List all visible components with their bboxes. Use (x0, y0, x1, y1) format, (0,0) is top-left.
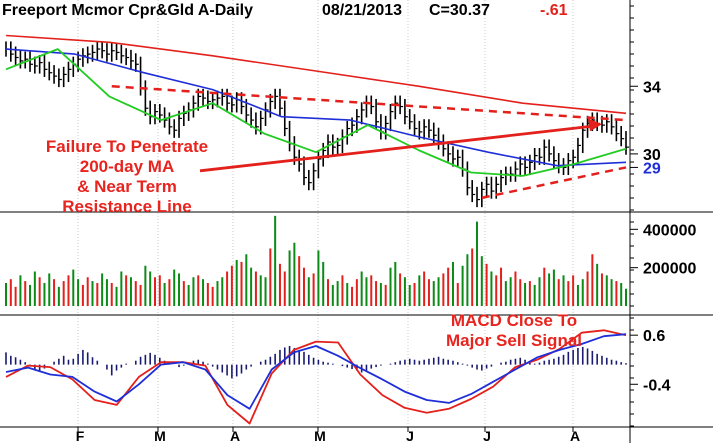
annotation-arrow-line (199, 124, 595, 173)
ma20-line (5, 48, 627, 177)
y-tick-label: 0.6 (643, 328, 665, 345)
macd-annotation-line: Major Sell Signal (445, 331, 583, 350)
volume-panel: 400000 200000 (5, 215, 696, 306)
ma50-line (5, 48, 627, 167)
x-tick-label: J (483, 428, 491, 443)
x-tick-label: J (406, 428, 414, 443)
resistance-trendline (111, 85, 627, 122)
y-tick-label: 200000 (643, 261, 696, 278)
annotation-arrow-head (587, 118, 602, 132)
y-tick-label: -0.4 (643, 377, 671, 394)
macd-panel: 0.6 -0.4 (5, 328, 671, 425)
chart-date: 08/21/2013 (322, 2, 403, 19)
x-tick-label: M (314, 428, 326, 443)
x-tick-label: F (76, 428, 85, 443)
y-tick-label: 400000 (643, 222, 696, 239)
support-trendline (481, 166, 627, 200)
chart-title: Freeport Mcmor Cpr&Gld A-Daily (2, 2, 253, 19)
failure-annotation-line: & Near Term (77, 177, 177, 196)
x-tick-label: M (154, 428, 166, 443)
macd-line (5, 333, 627, 410)
failure-annotation: Failure To Penetrate 200-day MA & Near T… (22, 137, 232, 217)
failure-annotation-line: 200-day MA (79, 157, 175, 176)
x-tick-label: A (230, 428, 240, 443)
grid (77, 0, 574, 427)
y-tick-label: 30 (643, 147, 661, 164)
close-price: C=30.37 (429, 2, 490, 19)
x-tick-label: A (570, 428, 580, 443)
failure-annotation-line: Resistance Line (62, 197, 192, 216)
y-tick-label: 34 (643, 79, 661, 96)
y-tick-label: 29 (643, 160, 661, 177)
macd-annotation-line: MACD Close To (450, 311, 578, 330)
macd-annotation: MACD Close To Major Sell Signal (424, 311, 604, 351)
ma200-line (5, 34, 627, 115)
price-change: -.61 (540, 2, 568, 19)
failure-annotation-line: Failure To Penetrate (45, 137, 209, 156)
